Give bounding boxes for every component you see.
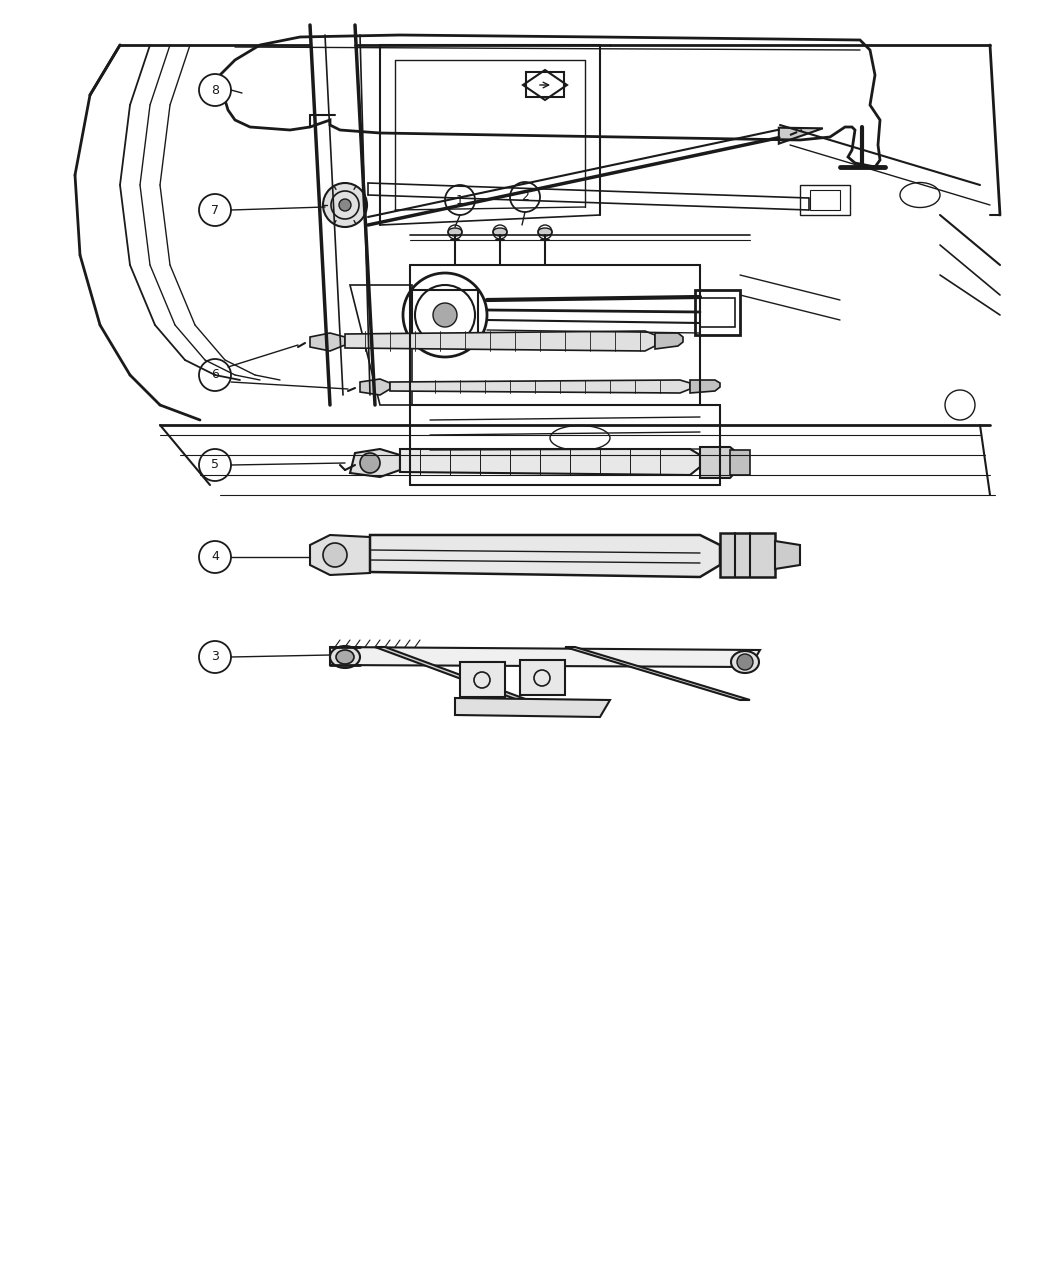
Text: 2: 2: [521, 190, 529, 204]
Polygon shape: [655, 333, 683, 349]
Ellipse shape: [448, 228, 462, 236]
Text: 6: 6: [211, 368, 219, 381]
Polygon shape: [350, 449, 400, 477]
Circle shape: [510, 182, 540, 212]
Circle shape: [200, 360, 231, 391]
Circle shape: [323, 543, 346, 567]
Bar: [720, 533, 775, 578]
Circle shape: [200, 74, 231, 106]
Polygon shape: [360, 379, 390, 395]
Circle shape: [200, 194, 231, 226]
Polygon shape: [565, 646, 750, 700]
Polygon shape: [375, 646, 555, 710]
Bar: [520, 660, 565, 695]
Bar: [730, 450, 750, 476]
Text: 4: 4: [211, 551, 219, 564]
Polygon shape: [690, 380, 720, 393]
Ellipse shape: [494, 228, 507, 236]
Ellipse shape: [731, 652, 759, 673]
Polygon shape: [390, 380, 690, 393]
Polygon shape: [345, 332, 655, 351]
Polygon shape: [400, 449, 700, 476]
Circle shape: [339, 199, 351, 210]
Text: 5: 5: [211, 459, 219, 472]
Bar: [412, 289, 478, 340]
Bar: [695, 289, 740, 335]
Bar: [460, 662, 505, 697]
Polygon shape: [775, 541, 800, 569]
Polygon shape: [310, 333, 345, 351]
Circle shape: [200, 449, 231, 481]
Polygon shape: [700, 448, 740, 478]
Bar: [526, 71, 564, 97]
Polygon shape: [370, 536, 720, 578]
Polygon shape: [779, 128, 823, 144]
Polygon shape: [310, 536, 375, 575]
Ellipse shape: [336, 650, 354, 664]
Ellipse shape: [330, 646, 360, 668]
Polygon shape: [455, 697, 610, 717]
Text: 7: 7: [211, 204, 219, 217]
Circle shape: [200, 541, 231, 572]
Circle shape: [445, 185, 475, 215]
Circle shape: [737, 654, 753, 669]
Circle shape: [323, 184, 367, 227]
Circle shape: [200, 641, 231, 673]
Text: 3: 3: [211, 650, 219, 663]
Text: 1: 1: [456, 194, 464, 207]
Bar: [800, 185, 851, 215]
Bar: [810, 190, 840, 210]
Polygon shape: [330, 646, 760, 667]
Circle shape: [433, 303, 457, 326]
Ellipse shape: [538, 228, 552, 236]
Circle shape: [360, 453, 380, 473]
Text: 8: 8: [211, 83, 219, 97]
Bar: [700, 298, 735, 326]
